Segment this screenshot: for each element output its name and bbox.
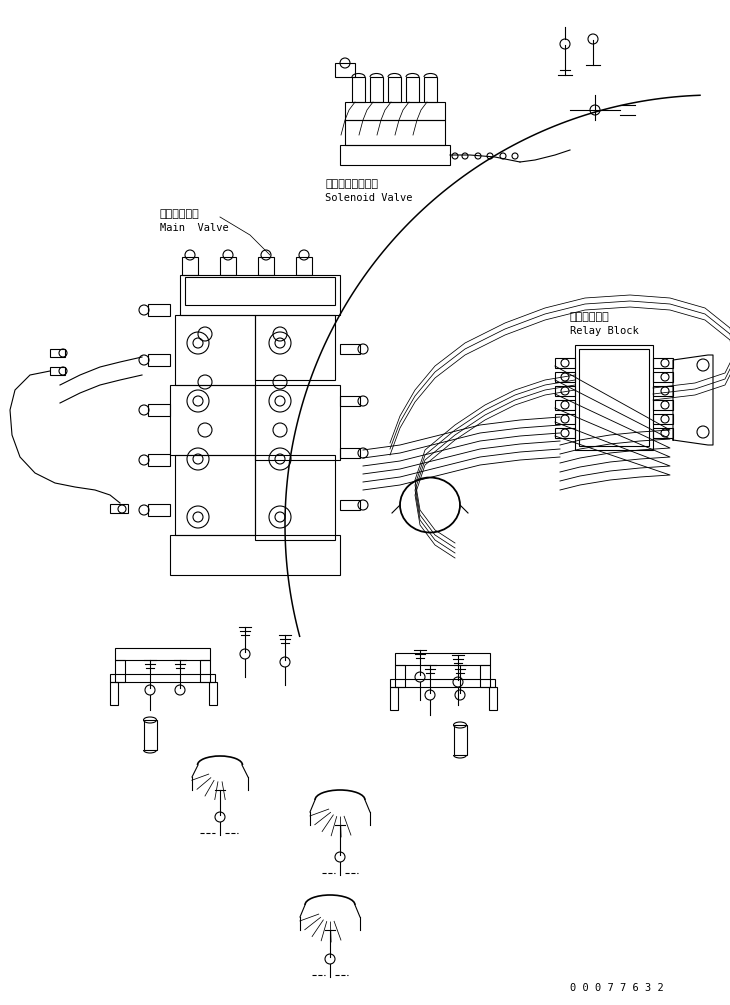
Bar bbox=[345, 120, 445, 145]
Bar bbox=[209, 682, 217, 705]
Text: ソレノイドバルブ: ソレノイドバルブ bbox=[325, 179, 378, 189]
Bar bbox=[148, 454, 170, 466]
Bar bbox=[345, 102, 445, 120]
Bar bbox=[115, 660, 125, 682]
Bar bbox=[255, 385, 340, 460]
Bar bbox=[489, 687, 497, 710]
Bar bbox=[170, 535, 340, 575]
Bar bbox=[406, 77, 419, 102]
Bar bbox=[50, 367, 65, 375]
Bar bbox=[390, 687, 398, 710]
Bar bbox=[352, 77, 365, 102]
Bar bbox=[296, 257, 312, 275]
Bar bbox=[555, 428, 575, 438]
Bar bbox=[340, 448, 360, 458]
Bar bbox=[555, 372, 575, 382]
Bar bbox=[50, 349, 65, 357]
Bar bbox=[200, 660, 210, 682]
Bar bbox=[555, 414, 575, 424]
Bar bbox=[148, 304, 170, 316]
Text: Relay Block: Relay Block bbox=[570, 326, 639, 336]
Bar bbox=[255, 315, 335, 380]
Bar bbox=[653, 428, 673, 438]
Bar bbox=[424, 77, 437, 102]
Bar bbox=[653, 358, 673, 368]
Text: メインバルブ: メインバルブ bbox=[160, 209, 200, 219]
Bar bbox=[110, 504, 128, 513]
Bar bbox=[110, 674, 215, 682]
Bar bbox=[653, 386, 673, 396]
Bar bbox=[388, 77, 401, 102]
Bar bbox=[653, 414, 673, 424]
Bar bbox=[555, 358, 575, 368]
Bar bbox=[653, 400, 673, 410]
Bar bbox=[148, 354, 170, 366]
Bar bbox=[258, 257, 274, 275]
Bar bbox=[390, 679, 495, 687]
Bar bbox=[115, 648, 210, 660]
Bar bbox=[180, 275, 340, 315]
Bar bbox=[175, 315, 255, 385]
Bar bbox=[555, 386, 575, 396]
Bar bbox=[170, 385, 255, 455]
Bar bbox=[575, 345, 653, 450]
Bar bbox=[453, 725, 466, 755]
Bar bbox=[175, 455, 255, 535]
Bar bbox=[148, 404, 170, 416]
Bar bbox=[579, 349, 649, 446]
Bar bbox=[480, 665, 490, 687]
Bar bbox=[148, 504, 170, 516]
Bar bbox=[110, 682, 118, 705]
Bar bbox=[555, 400, 575, 410]
Text: Main  Valve: Main Valve bbox=[160, 223, 228, 233]
Text: 中継ブロック: 中継ブロック bbox=[570, 312, 610, 322]
Bar bbox=[395, 665, 405, 687]
Bar bbox=[653, 372, 673, 382]
Text: 0 0 0 7 7 6 3 2: 0 0 0 7 7 6 3 2 bbox=[570, 983, 664, 993]
Bar bbox=[370, 77, 383, 102]
Bar bbox=[395, 653, 490, 665]
Bar bbox=[144, 720, 156, 750]
Bar bbox=[185, 277, 335, 305]
Bar bbox=[340, 500, 360, 510]
Bar bbox=[182, 257, 198, 275]
Bar bbox=[335, 63, 355, 77]
Text: Solenoid Valve: Solenoid Valve bbox=[325, 193, 412, 203]
Bar bbox=[340, 145, 450, 165]
Bar bbox=[340, 396, 360, 406]
Bar bbox=[255, 455, 335, 540]
Bar bbox=[340, 344, 360, 354]
Bar bbox=[220, 257, 236, 275]
